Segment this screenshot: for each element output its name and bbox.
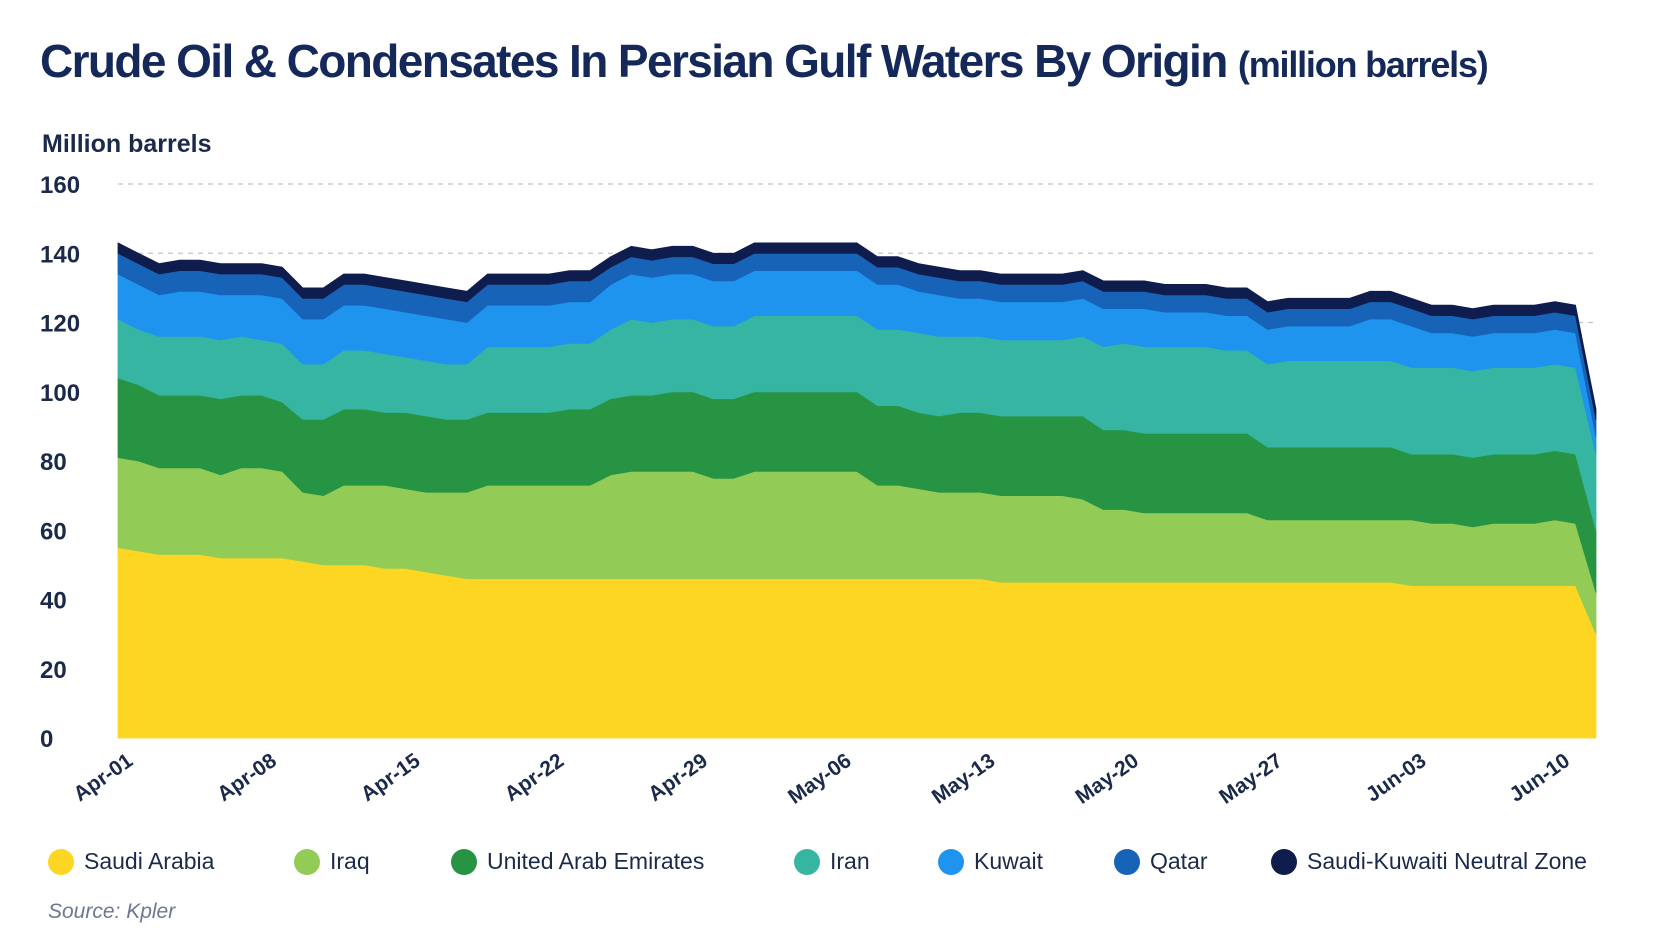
y-tick-labels: 0 20 40 60 80 100 120 140 160 xyxy=(40,172,80,753)
y-tick-label: 80 xyxy=(40,449,67,476)
x-tick-label: May-20 xyxy=(1071,749,1143,809)
legend-swatch xyxy=(794,848,820,875)
legend-item-saudi-arabia: Saudi Arabia xyxy=(48,848,214,875)
legend-swatch xyxy=(451,848,477,875)
x-tick-label: May-27 xyxy=(1215,749,1287,809)
legend-swatch xyxy=(48,848,74,875)
chart-title: Crude Oil & Condensates In Persian Gulf … xyxy=(40,35,1489,87)
area-saudi-kuwaiti-neutral-zone xyxy=(117,242,1597,420)
legend-label: Iraq xyxy=(330,848,370,874)
x-tick-label: May-13 xyxy=(928,749,1000,809)
x-tick-labels: Apr-01 Apr-08 Apr-15 Apr-22 Apr-29 May-06 May-… xyxy=(69,749,1574,809)
y-tick-label: 100 xyxy=(40,380,80,407)
source-note: Source: Kpler xyxy=(48,900,176,923)
legend-label: Saudi-Kuwaiti Neutral Zone xyxy=(1307,848,1587,874)
y-tick-label: 160 xyxy=(40,172,80,199)
legend: Saudi Arabia Iraq United Arab Emirates Iran… xyxy=(48,848,1628,888)
legend-item-saudi-kuwaiti-neutral-zone: Saudi-Kuwaiti Neutral Zone xyxy=(1271,848,1587,875)
legend-item-iran: Iran xyxy=(794,848,870,875)
chart-title-main: Crude Oil & Condensates In Persian Gulf … xyxy=(40,35,1228,87)
y-tick-label: 60 xyxy=(40,518,67,545)
y-axis-title: Million barrels xyxy=(42,130,211,158)
legend-label: United Arab Emirates xyxy=(487,848,705,874)
legend-item-qatar: Qatar xyxy=(1114,848,1208,875)
legend-swatch xyxy=(1114,848,1140,875)
x-tick-label: Apr-22 xyxy=(501,749,569,806)
legend-swatch xyxy=(1271,848,1297,875)
legend-label: Qatar xyxy=(1150,848,1208,874)
y-tick-label: 0 xyxy=(40,726,53,753)
y-tick-label: 120 xyxy=(40,311,80,338)
y-tick-label: 20 xyxy=(40,657,67,684)
stacked-area-chart: Million barrels 0 20 40 60 80 100 120 140 160 Ap… xyxy=(40,130,1597,809)
y-tick-label: 140 xyxy=(40,241,80,268)
legend-item-united-arab-emirates: United Arab Emirates xyxy=(451,848,704,875)
y-tick-label: 40 xyxy=(40,588,67,615)
x-tick-label: Jun-10 xyxy=(1505,749,1574,807)
legend-label: Kuwait xyxy=(974,848,1044,874)
legend-item-kuwait: Kuwait xyxy=(938,848,1043,875)
x-tick-label: Apr-08 xyxy=(213,749,281,806)
x-tick-label: Apr-15 xyxy=(357,749,425,806)
x-tick-label: May-06 xyxy=(784,749,856,809)
legend-label: Iran xyxy=(830,848,870,874)
x-tick-label: Apr-29 xyxy=(644,749,712,806)
legend-label: Saudi Arabia xyxy=(84,848,215,874)
legend-swatch xyxy=(294,848,320,875)
chart-title-unit: (million barrels) xyxy=(1237,44,1489,85)
legend-item-iraq: Iraq xyxy=(294,848,370,875)
legend-swatch xyxy=(938,848,964,875)
x-tick-label: Jun-03 xyxy=(1362,749,1431,807)
x-tick-label: Apr-01 xyxy=(69,749,137,806)
area-series-group xyxy=(117,242,1597,739)
